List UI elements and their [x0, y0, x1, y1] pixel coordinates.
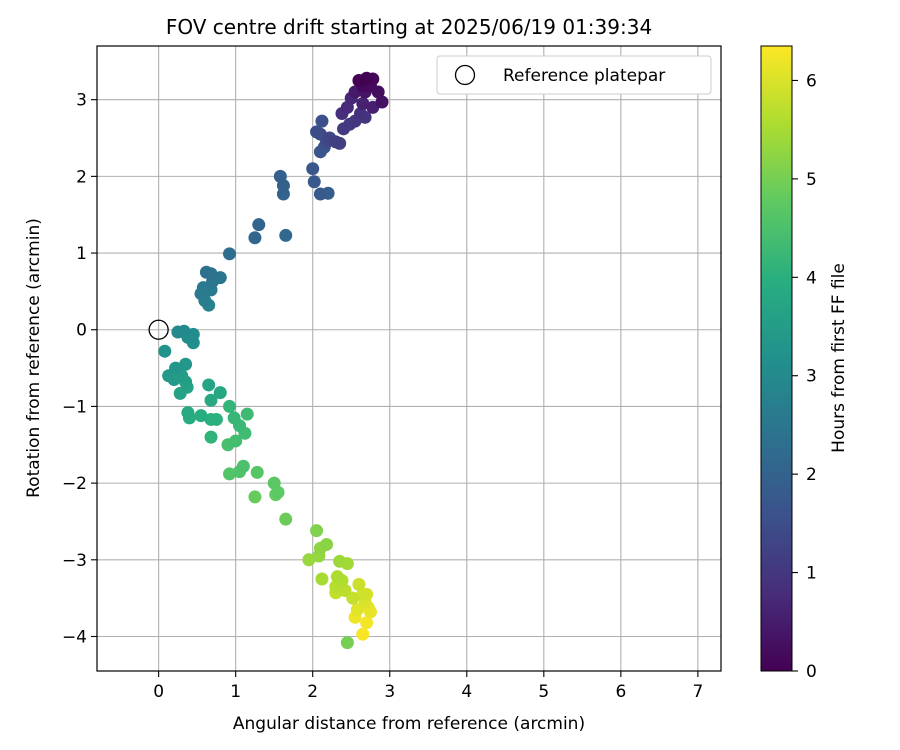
colorbar-tick-label: 1: [806, 564, 817, 584]
x-tick-label: 3: [384, 682, 395, 702]
x-tick-label: 2: [307, 682, 318, 702]
data-point: [250, 465, 264, 479]
legend-entry-reference-platepar: Reference platepar: [503, 66, 665, 86]
data-point: [248, 490, 262, 504]
colorbar-label: Hours from first FF file: [829, 263, 849, 453]
grid-lines: [97, 46, 721, 671]
data-point: [356, 627, 370, 641]
data-point: [196, 281, 210, 295]
data-point: [356, 97, 370, 111]
colorbar-tick-label: 2: [806, 465, 817, 485]
data-point: [306, 162, 320, 176]
data-point: [204, 393, 218, 407]
data-point: [267, 476, 281, 490]
y-tick-label: −2: [62, 474, 87, 494]
x-axis-label: Angular distance from reference (arcmin): [233, 714, 585, 734]
x-tick-label: 1: [230, 682, 241, 702]
data-point: [194, 409, 208, 423]
y-axis-label: Rotation from reference (arcmin): [24, 218, 44, 498]
data-point: [179, 357, 193, 371]
reference-platepar-marker: [148, 319, 169, 340]
y-tick-label: 1: [76, 244, 87, 264]
x-tick-label: 7: [692, 682, 703, 702]
legend-marker-open-circle: [454, 64, 476, 86]
points-layer: [158, 71, 389, 650]
colorbar-tick-label: 3: [806, 367, 817, 387]
data-point: [352, 74, 366, 88]
data-point: [330, 570, 344, 584]
data-point: [279, 512, 293, 526]
x-axis-ticks: 0 1 2 3 4 5 6 7: [153, 671, 703, 702]
data-point: [310, 524, 324, 538]
data-point: [181, 406, 195, 420]
x-tick-label: 4: [461, 682, 472, 702]
data-point: [320, 537, 334, 551]
data-point: [171, 325, 185, 339]
plot-frame: [96, 45, 722, 672]
data-point: [223, 247, 237, 261]
y-axis-ticks: −4 −3 −2 −1 0 1 2 3: [62, 91, 97, 647]
legend: Reference platepar: [436, 55, 712, 95]
data-point: [313, 187, 327, 201]
colorbar-tick-label: 6: [806, 71, 817, 91]
data-point: [352, 577, 366, 591]
chart-title: FOV centre drift starting at 2025/06/19 …: [166, 15, 652, 39]
data-point: [213, 386, 227, 400]
data-point: [356, 587, 370, 601]
data-point: [229, 434, 243, 448]
data-point: [315, 572, 329, 586]
y-tick-label: −3: [62, 551, 87, 571]
data-point: [353, 106, 367, 120]
y-tick-label: 0: [76, 321, 87, 341]
x-tick-label: 6: [615, 682, 626, 702]
data-point: [329, 135, 343, 149]
data-point: [158, 344, 172, 358]
data-point: [248, 231, 262, 245]
colorbar-ticks: 0 1 2 3 4 5 6: [792, 71, 817, 682]
data-point: [315, 114, 329, 128]
data-point: [223, 399, 237, 413]
data-point: [223, 467, 237, 481]
y-tick-label: −4: [62, 627, 87, 647]
y-tick-label: 3: [76, 91, 87, 111]
colorbar: 0 1 2 3 4 5 6 Hours from first FF file: [760, 45, 849, 682]
colorbar-tick-label: 4: [806, 268, 817, 288]
y-tick-label: −1: [62, 397, 87, 417]
data-point: [333, 554, 347, 568]
data-point: [202, 378, 216, 392]
data-point: [375, 95, 389, 109]
data-point: [169, 361, 183, 375]
data-point: [279, 228, 293, 242]
data-point: [307, 175, 321, 189]
colorbar-tick-label: 0: [806, 662, 817, 682]
data-point: [199, 265, 213, 279]
data-point: [273, 169, 287, 183]
data-point: [360, 616, 374, 630]
legend-box: [436, 55, 712, 95]
x-tick-label: 5: [538, 682, 549, 702]
data-point: [204, 412, 218, 426]
data-point: [252, 218, 266, 232]
x-tick-label: 0: [153, 682, 164, 702]
colorbar-gradient: [760, 45, 793, 672]
data-point: [236, 459, 250, 473]
reference-layer: [148, 319, 169, 340]
data-point: [240, 407, 254, 421]
data-point: [204, 430, 218, 444]
colorbar-tick-label: 5: [806, 170, 817, 190]
data-point: [340, 636, 354, 650]
data-point: [302, 553, 316, 567]
y-tick-label: 2: [76, 167, 87, 187]
data-point: [227, 411, 241, 425]
